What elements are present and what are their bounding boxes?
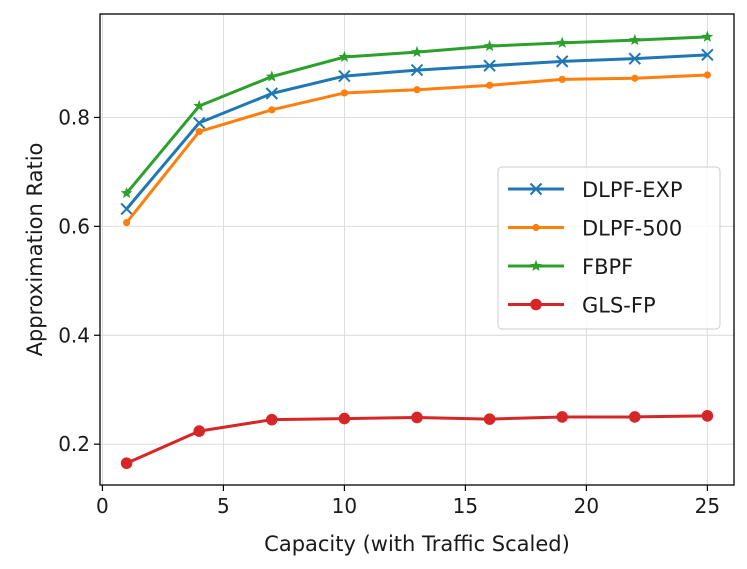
- dot-marker: [558, 75, 566, 83]
- star-marker: [530, 259, 542, 272]
- series-dlpf-500: [123, 71, 711, 227]
- dot-marker: [123, 218, 131, 227]
- legend-entry-dlpf-exp: DLPF-EXP: [508, 178, 683, 202]
- dot-marker: [268, 106, 276, 114]
- legend-label: FBPF: [582, 255, 633, 279]
- circle-marker: [530, 298, 542, 311]
- x-marker: [529, 182, 543, 196]
- y-tick-label: 0.8: [58, 105, 90, 129]
- y-axis-label: Approximation Ratio: [23, 143, 47, 357]
- series-group: [120, 30, 714, 470]
- x-tick-label: 10: [332, 494, 357, 518]
- circle-marker: [411, 411, 423, 424]
- x-tick-label: 15: [453, 494, 478, 518]
- x-marker: [410, 63, 424, 77]
- legend-label: GLS-FP: [582, 294, 656, 318]
- circle-marker: [266, 413, 278, 426]
- series-fbpf: [120, 30, 714, 199]
- dot-marker: [413, 86, 421, 94]
- x-marker: [338, 69, 351, 83]
- legend-label: DLPF-500: [582, 217, 682, 241]
- star-marker: [483, 39, 496, 52]
- x-axis-label: Capacity (with Traffic Scaled): [264, 532, 570, 556]
- x-marker: [701, 48, 714, 62]
- x-marker: [120, 202, 133, 216]
- y-tick-label: 0.2: [58, 432, 90, 456]
- dot-marker: [485, 81, 494, 89]
- star-marker: [193, 99, 206, 112]
- plot-frame: [99, 13, 735, 486]
- star-marker: [556, 36, 569, 48]
- dot-marker: [631, 74, 639, 82]
- legend-entry-dlpf-500: DLPF-500: [508, 217, 682, 241]
- x-marker: [628, 52, 641, 65]
- x-marker: [193, 116, 206, 130]
- dot-marker: [703, 71, 711, 79]
- axis-ticks: 0 5 10 15 20 25 0.2 0.4 0.6 0.8: [58, 105, 720, 518]
- y-tick-label: 0.6: [58, 214, 90, 238]
- circle-marker: [628, 411, 641, 423]
- circle-marker: [556, 411, 568, 423]
- dot-marker: [195, 128, 203, 136]
- star-marker: [701, 30, 714, 42]
- x-tick-label: 20: [574, 494, 599, 518]
- x-marker: [265, 87, 279, 100]
- legend-label: DLPF-EXP: [582, 178, 683, 202]
- x-tick-label: 25: [695, 494, 720, 518]
- circle-marker: [338, 412, 351, 425]
- legend-box: [497, 166, 721, 330]
- legend: DLPF-EXP DLPF-500 FBPF GLS-FP: [497, 166, 721, 330]
- legend-entry-fbpf: FBPF: [508, 255, 633, 279]
- series-gls-fp: [120, 410, 714, 470]
- legend-entry-gls-fp: GLS-FP: [508, 294, 656, 318]
- x-marker: [483, 59, 496, 72]
- circle-marker: [120, 457, 133, 470]
- dot-marker: [340, 89, 349, 97]
- x-tick-label: 0: [96, 494, 109, 518]
- x-tick-label: 5: [217, 494, 230, 518]
- star-marker: [120, 186, 133, 199]
- y-tick-label: 0.4: [58, 323, 90, 347]
- star-marker: [338, 50, 351, 63]
- dot-marker: [532, 223, 540, 232]
- x-marker: [555, 55, 569, 68]
- series-dlpf-exp: [120, 48, 714, 216]
- star-marker: [628, 33, 641, 46]
- circle-marker: [193, 425, 206, 437]
- circle-marker: [701, 410, 714, 422]
- circle-marker: [483, 413, 496, 425]
- star-marker: [265, 70, 278, 82]
- star-marker: [411, 45, 423, 58]
